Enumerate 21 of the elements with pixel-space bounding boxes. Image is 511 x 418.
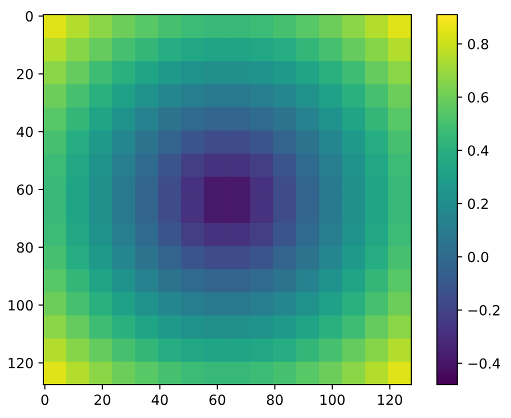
- y-tick-label: 60: [17, 184, 33, 195]
- color-bar-label: 0.0: [468, 252, 488, 262]
- y-tick-label: 20: [17, 68, 33, 80]
- color-bar-label: 0.8: [468, 38, 488, 50]
- color-bar-label: −0.4: [468, 358, 500, 369]
- color-bar-label: 0.2: [468, 198, 488, 210]
- color-bar-label: −0.2: [468, 305, 500, 316]
- x-tick-label: 0: [41, 394, 48, 406]
- y-tick-label: 80: [16, 242, 33, 253]
- color-bar-label: 0.4: [468, 145, 488, 156]
- y-tick-label: 120: [8, 358, 33, 368]
- x-tick-label: 80: [266, 394, 283, 406]
- y-tick-label: 100: [8, 300, 33, 311]
- x-tick-label: 60: [209, 394, 226, 406]
- x-tick-label: 40: [152, 394, 168, 406]
- x-tick-label: 100: [320, 394, 345, 406]
- x-tick-label: 120: [378, 394, 402, 406]
- color-bar-label: 0.6: [468, 92, 488, 103]
- x-tick-label: 20: [94, 394, 110, 406]
- y-tick-label: 40: [16, 126, 33, 138]
- y-tick-label: 0: [26, 11, 33, 22]
